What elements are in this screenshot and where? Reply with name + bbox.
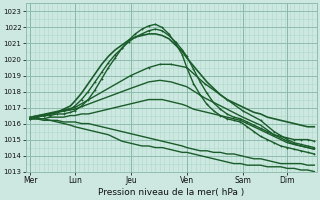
X-axis label: Pression niveau de la mer( hPa ): Pression niveau de la mer( hPa ): [98, 188, 244, 197]
